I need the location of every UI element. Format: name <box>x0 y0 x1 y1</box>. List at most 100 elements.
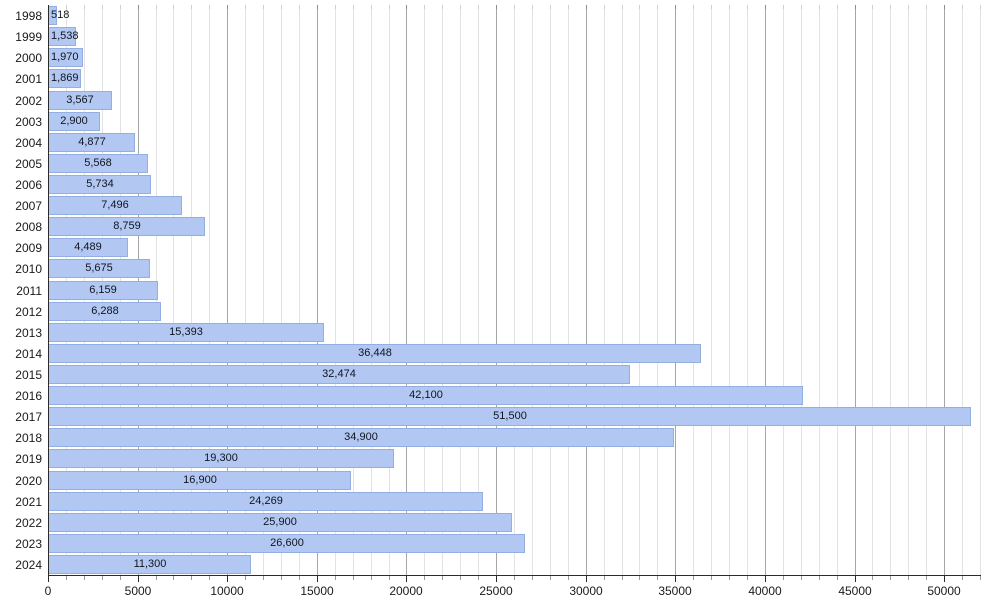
y-axis-label-2015: 2015 <box>15 368 42 382</box>
bar-value-label-2005: 5,568 <box>84 157 112 169</box>
gridline-major <box>496 5 497 575</box>
bar-value-label-2024: 11,300 <box>133 558 167 570</box>
gridline-major <box>406 5 407 575</box>
top-tick <box>586 5 587 9</box>
x-tick-major <box>227 576 228 582</box>
gridline-minor <box>371 5 372 575</box>
x-tick-minor <box>729 576 730 580</box>
top-tick <box>550 5 551 9</box>
x-tick-minor <box>693 576 694 580</box>
top-tick <box>819 5 820 9</box>
top-tick <box>801 5 802 9</box>
top-tick <box>568 5 569 9</box>
gridline-minor <box>872 5 873 575</box>
x-tick-minor <box>747 576 748 580</box>
top-tick <box>84 5 85 9</box>
y-axis-label-2003: 2003 <box>15 115 42 129</box>
y-axis-label-2012: 2012 <box>15 305 42 319</box>
gridline-minor <box>729 5 730 575</box>
y-axis-label-2011: 2011 <box>16 284 42 298</box>
y-axis-label-2018: 2018 <box>15 431 42 445</box>
top-tick <box>622 5 623 9</box>
x-tick-major <box>496 576 497 582</box>
top-tick <box>227 5 228 9</box>
x-tick-minor <box>191 576 192 580</box>
bar-value-label-2012: 6,288 <box>91 305 119 317</box>
gridline-major <box>765 5 766 575</box>
top-tick <box>299 5 300 9</box>
top-tick <box>371 5 372 9</box>
x-tick-label-30000: 30000 <box>569 584 603 598</box>
x-tick-major <box>138 576 139 582</box>
bar-value-label-2016: 42,100 <box>409 389 443 401</box>
x-tick-minor <box>908 576 909 580</box>
y-axis-label-2007: 2007 <box>15 199 42 213</box>
top-tick <box>693 5 694 9</box>
y-axis-label-2002: 2002 <box>15 94 42 108</box>
y-axis-label-1999: 1999 <box>15 30 42 44</box>
gridline-major <box>586 5 587 575</box>
top-tick <box>406 5 407 9</box>
bar-value-label-2015: 32,474 <box>322 368 356 380</box>
bar-value-label-2023: 26,600 <box>270 537 304 549</box>
x-tick-minor <box>335 576 336 580</box>
top-tick <box>335 5 336 9</box>
top-tick <box>496 5 497 9</box>
x-tick-minor <box>801 576 802 580</box>
x-tick-minor <box>550 576 551 580</box>
x-tick-minor <box>514 576 515 580</box>
y-axis-label-2019: 2019 <box>15 452 42 466</box>
gridline-minor <box>801 5 802 575</box>
y-axis-label-2023: 2023 <box>15 537 42 551</box>
top-tick <box>855 5 856 9</box>
gridline-minor <box>460 5 461 575</box>
top-tick <box>926 5 927 9</box>
bar-value-label-2014: 36,448 <box>358 347 392 359</box>
y-axis-line <box>48 5 49 575</box>
y-axis-label-2024: 2024 <box>15 558 42 572</box>
x-tick-major <box>317 576 318 582</box>
x-tick-minor <box>120 576 121 580</box>
top-tick <box>729 5 730 9</box>
gridline-minor <box>424 5 425 575</box>
top-tick <box>765 5 766 9</box>
gridline-minor <box>514 5 515 575</box>
x-tick-minor <box>622 576 623 580</box>
x-tick-major <box>48 576 49 582</box>
top-tick <box>532 5 533 9</box>
gridline-minor <box>353 5 354 575</box>
gridline-major <box>855 5 856 575</box>
top-tick <box>191 5 192 9</box>
bar-value-label-2003: 2,900 <box>60 115 88 127</box>
top-tick <box>604 5 605 9</box>
x-tick-label-50000: 50000 <box>927 584 961 598</box>
x-tick-minor <box>84 576 85 580</box>
bar-value-label-2006: 5,734 <box>86 178 114 190</box>
x-tick-minor <box>299 576 300 580</box>
bar-value-label-2001: 1,869 <box>51 72 79 84</box>
gridline-minor <box>890 5 891 575</box>
bar-value-label-2021: 24,269 <box>249 495 283 507</box>
gridline-minor <box>926 5 927 575</box>
gridline-minor <box>442 5 443 575</box>
y-axis-label-2010: 2010 <box>15 262 42 276</box>
top-tick <box>281 5 282 9</box>
bar-value-label-1999: 1,538 <box>51 30 79 42</box>
x-tick-minor <box>980 576 981 580</box>
x-tick-major <box>406 576 407 582</box>
x-tick-major <box>586 576 587 582</box>
gridline-minor <box>693 5 694 575</box>
x-tick-minor <box>711 576 712 580</box>
gridline-minor <box>245 5 246 575</box>
x-tick-minor <box>263 576 264 580</box>
x-tick-label-0: 0 <box>44 584 52 598</box>
gridline-minor <box>173 5 174 575</box>
top-tick <box>908 5 909 9</box>
y-axis-label-2017: 2017 <box>15 410 42 424</box>
top-tick <box>263 5 264 9</box>
top-tick <box>138 5 139 9</box>
x-tick-minor <box>568 576 569 580</box>
y-axis-label-2004: 2004 <box>15 136 42 150</box>
top-tick <box>173 5 174 9</box>
gridline-minor <box>711 5 712 575</box>
